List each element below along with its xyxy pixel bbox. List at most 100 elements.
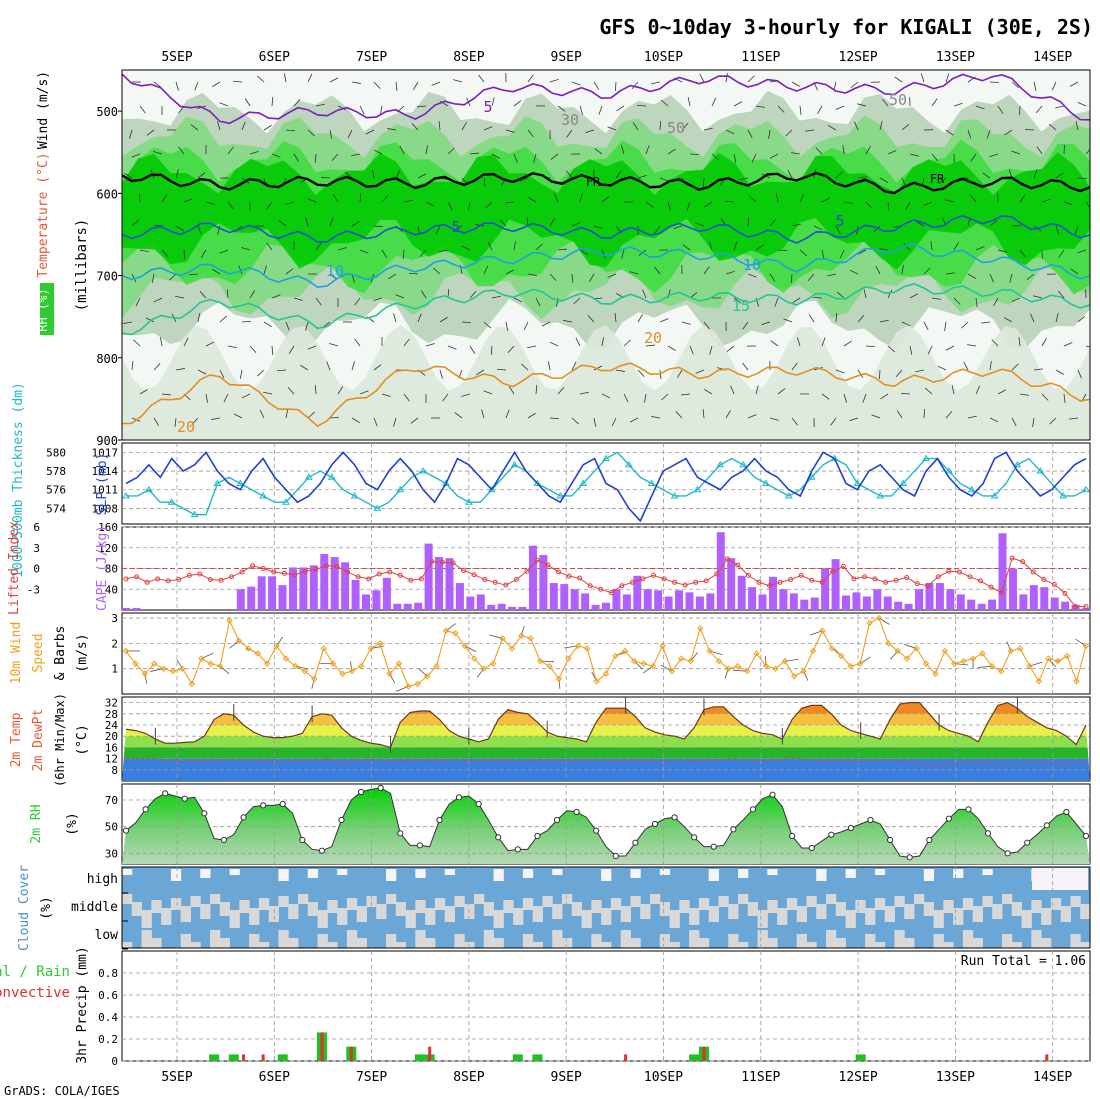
data-point-wind-speed [772,665,779,672]
wind-barb [901,265,904,275]
wind-barb [812,296,823,299]
cloud-middle [718,896,729,907]
wind-barb [747,414,757,419]
wind-barb [896,410,903,419]
cloud-low [972,938,983,948]
cloud-low [1031,930,1042,948]
wind-barb [557,387,565,395]
cloud-middle [483,902,495,916]
data-point-wind-speed [1035,678,1043,685]
wind-barb [777,105,785,113]
ylabel-temp: 2m Temp [9,712,24,767]
wind-barb [830,417,837,426]
wind-barb [799,105,802,115]
wind-barb [901,124,910,131]
wind-barb [726,345,735,352]
data-point-wind-speed [329,660,337,667]
bar-cape [664,596,673,610]
data-point-rh [162,790,169,797]
cloud-low [894,930,905,948]
cloud-low [219,938,231,948]
data-point-rh [1082,832,1090,840]
wind-barb [927,345,933,355]
wind-barb [161,194,168,203]
data-point-thickness [190,510,199,518]
wind-barb [843,393,848,403]
data-point-lifted-index [767,583,773,589]
cloud-middle [698,898,710,910]
data-point-wind-speed [715,657,723,665]
wind-barb [461,393,471,397]
data-point-rh [122,827,130,834]
wind-barb [616,105,625,112]
wind-barb [403,199,413,203]
date-label-top: 12SEP [839,50,878,65]
data-point-lifted-index [482,577,488,583]
wind-barb [993,297,999,306]
wind-barb [882,98,889,107]
wind-barb [748,195,757,203]
wind-barb [702,177,705,188]
wind-barb [468,201,471,211]
wind-barb [513,100,522,107]
cloud-middle [738,894,749,904]
wind-barb [212,268,221,275]
wind-barb [873,225,881,233]
wind-barb [704,389,713,395]
ylabel-dewpoint: 2m DewPt [31,709,46,772]
wind-barb [975,385,981,395]
data-point-wind-speed [245,645,252,652]
cloud-middle [513,908,524,925]
series-line-slp [125,450,1087,523]
wind-barb [373,417,378,427]
wind-barb [989,417,999,423]
cloud-middle [904,904,915,919]
data-point-lifted-index [503,582,509,588]
contour-label: 20 [644,329,662,347]
wind-barb [751,153,757,163]
data-point-wind-speed [207,660,214,667]
data-point-lifted-index [756,579,762,585]
wind-barb [373,297,383,301]
cloud-middle [865,908,876,925]
data-point-rh [828,831,835,838]
wind-barb [571,222,581,227]
y-tick-label: 600 [96,187,118,201]
temperature-contour [122,282,1090,336]
date-label-top: 5SEP [161,50,192,65]
wind-barb [849,269,859,275]
wind-barb [815,147,823,155]
wind-barb [703,127,713,131]
wind-barb [1030,313,1035,323]
wind-barb [395,294,405,299]
wind-barb [975,246,985,251]
wind-barb [631,81,639,90]
y-tick-label: 80 [105,563,118,576]
wind-barb [523,321,529,331]
data-point-thickness [442,479,450,486]
cloud-middle [141,910,152,928]
cloud-middle [1031,900,1042,913]
wind-barb [175,225,184,232]
data-point-rh [710,843,717,850]
wind-barb [689,153,700,156]
cloud-middle [728,904,739,919]
bar-cape [988,599,997,610]
wind-barb [178,146,185,155]
wind-barb [129,129,133,139]
wind-barb [535,384,538,395]
bar-cape [414,602,423,610]
data-point-thickness [144,485,153,493]
wind-barb [1074,225,1079,235]
cloud-low [288,938,299,948]
data-point-lifted-index [1051,581,1057,587]
wind-barb [594,148,603,155]
temperature-contour [122,362,1090,428]
data-point-lifted-index [134,574,140,580]
data-point-thickness [350,491,359,499]
temperature-contour [122,243,1090,289]
data-point-wind-speed [1082,642,1090,650]
cloud-middle [679,900,690,913]
data-point-thickness [1059,491,1068,499]
wind-barb [1011,81,1020,89]
